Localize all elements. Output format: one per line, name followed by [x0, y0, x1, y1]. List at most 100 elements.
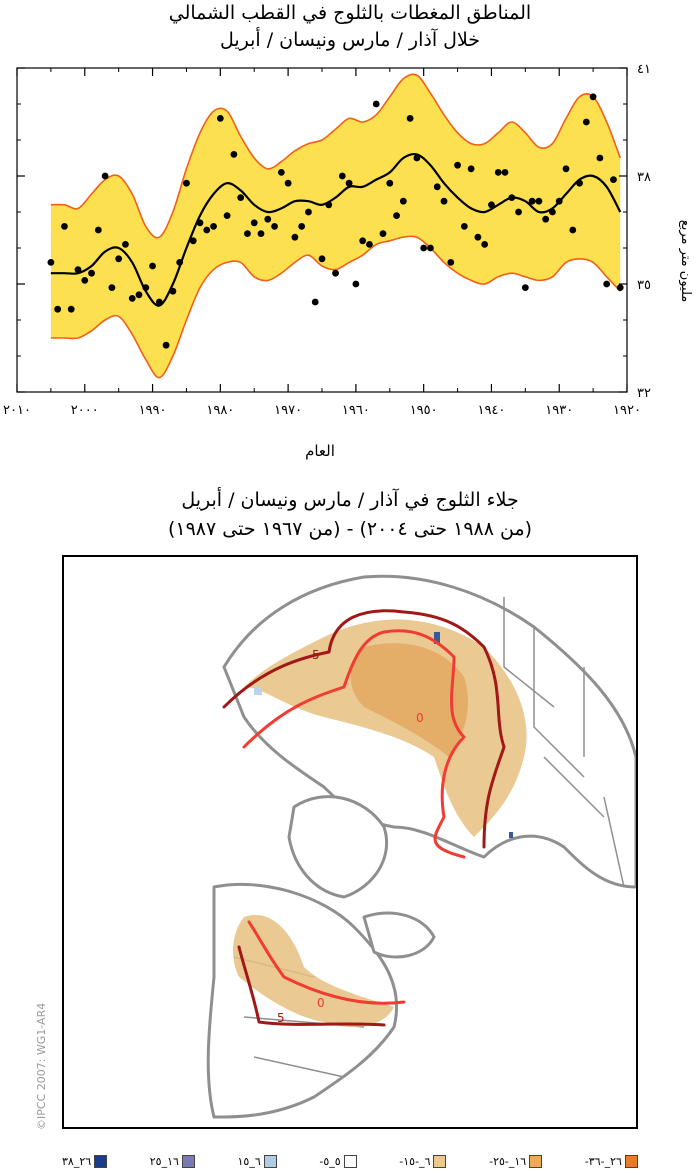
data-point: [589, 93, 597, 101]
x-tick-label: ١٩٣٠: [545, 403, 573, 418]
band-lower-edge: [50, 235, 621, 379]
coastline-greenland: [287, 795, 389, 899]
data-point: [345, 179, 353, 187]
confidence-band: [50, 73, 621, 379]
band-upper-edge: [50, 73, 621, 239]
data-point: [379, 230, 387, 238]
legend-swatch: [343, 1154, 357, 1168]
data-point: [352, 280, 360, 288]
data-point: [372, 100, 380, 108]
data-point: [393, 212, 400, 220]
data-point: [183, 179, 190, 187]
data-point: [189, 237, 197, 245]
data-point: [94, 226, 102, 234]
data-point: [399, 197, 407, 205]
contour-label-5-eurasia: 5: [312, 648, 320, 662]
legend-item: ٦_١٥: [237, 1154, 277, 1168]
snow-gain-cell-2: [509, 832, 513, 838]
snow-cover-chart: ٢٠١٠ ٢٠٠٠ ١٩٩٠ ١٩٨٠ ١٩٧٠ ١٩٦٠ ١٩٥٠ ١٩٤٠ ١٩٣٠ ١٩٢٠…: [3, 62, 693, 460]
data-point: [210, 223, 217, 230]
legend-item: -٦_-١٥: [399, 1154, 447, 1168]
x-tick-label: ١٩٤٠: [477, 403, 505, 418]
data-point: [433, 183, 441, 191]
data-point: [454, 161, 461, 169]
data-point: [447, 259, 455, 266]
data-point: [603, 280, 611, 288]
y-tick-label: ٣٢: [637, 386, 651, 401]
x-axis-label: العام: [305, 442, 335, 460]
contour-0-eurasia: [242, 629, 466, 859]
legend-label: -٢٦_-٣٦: [584, 1154, 622, 1168]
snow-change-map: 5 0 0 5: [62, 555, 638, 1129]
map-title: جلاء الثلوج في آذار / مارس ونيسان / أبري…: [181, 489, 519, 511]
data-point: [162, 341, 170, 349]
data-point: [250, 219, 258, 227]
y-tick-label: ٤١: [637, 62, 651, 77]
data-point: [203, 226, 211, 234]
smoothed-curve: [50, 152, 622, 307]
legend-item: ١٦_٢٥: [150, 1154, 195, 1168]
x-tick-label: ١٩٢٠: [613, 403, 641, 418]
contour-5-north-america: [237, 945, 386, 1027]
data-point: [440, 197, 448, 205]
legend-label: -٥_٥: [319, 1154, 341, 1168]
snow-gain-cell-1: [434, 632, 440, 644]
chart-subtitle: خلال آذار / مارس ونيسان / أبريل: [219, 29, 481, 51]
data-point: [542, 215, 550, 223]
legend-label: ٢٦_٣٨: [62, 1154, 92, 1168]
snow-change-cells: [232, 619, 527, 1027]
map-subtitle: (من ١٩٨٨ حتى ٢٠٠٤) - (من ١٩٦٧ حتى ١٩٨٧): [167, 518, 533, 540]
data-point: [406, 115, 414, 122]
x-tick-label: ١٩٥٠: [410, 403, 438, 418]
legend-swatch: [94, 1154, 108, 1168]
data-point: [616, 284, 624, 291]
data-point: [128, 295, 136, 302]
y-tick-label: ٣٨: [637, 170, 651, 185]
data-point: [135, 291, 143, 299]
data-point: [271, 223, 278, 230]
legend-item: -١٦_-٢٥: [489, 1154, 543, 1168]
legend-label: ٦_١٥: [237, 1154, 261, 1168]
contour-0-north-america: [247, 920, 406, 1005]
x-tick-label: ١٩٨٠: [206, 403, 234, 418]
contour-label-5-north-america: 5: [277, 1011, 285, 1025]
data-point: [515, 208, 522, 216]
data-point: [562, 165, 570, 173]
data-point: [88, 269, 95, 277]
x-tick-label: ٢٠١٠: [3, 403, 31, 418]
data-point: [115, 255, 123, 263]
annual-points: [47, 93, 624, 349]
data-point: [528, 197, 536, 205]
data-point: [427, 244, 434, 252]
data-point: [521, 284, 529, 291]
data-point: [54, 305, 62, 313]
data-point: [244, 230, 251, 238]
data-point: [488, 201, 495, 209]
data-point: [494, 169, 502, 176]
data-point: [386, 179, 394, 187]
data-point: [467, 165, 475, 173]
data-point: [596, 154, 604, 162]
band-fill: [50, 74, 621, 378]
ipcc-credit: ©IPCC 2007: WG1-AR4: [35, 1002, 48, 1130]
data-point: [149, 262, 156, 270]
x-tick-label: ١٩٦٠: [342, 403, 370, 418]
snow-loss-eurasia-core: [350, 643, 469, 757]
data-point: [216, 115, 224, 122]
legend-swatch: [624, 1154, 638, 1168]
data-point: [264, 215, 272, 223]
axes: ٢٠١٠ ٢٠٠٠ ١٩٩٠ ١٩٨٠ ١٩٧٠ ١٩٦٠ ١٩٥٠ ١٩٤٠ ١٩٣٠ ١٩٢٠…: [3, 62, 651, 418]
coastline-arctic-islands: [362, 911, 436, 959]
border-lines-east: [503, 597, 625, 888]
snow-gain-cell-3: [254, 687, 262, 695]
map-canvas: 5 0 0 5: [206, 574, 636, 1119]
data-point: [257, 230, 265, 238]
x-tick-label: ٢٠٠٠: [71, 403, 99, 418]
data-point: [474, 233, 482, 241]
data-point: [284, 179, 292, 187]
legend-item: ٢٦_٣٨: [62, 1154, 108, 1168]
x-tick-label: ١٩٩٠: [139, 403, 167, 418]
contour-label-0-north-america: 0: [317, 996, 325, 1010]
data-point: [61, 223, 68, 230]
data-point: [582, 118, 590, 126]
